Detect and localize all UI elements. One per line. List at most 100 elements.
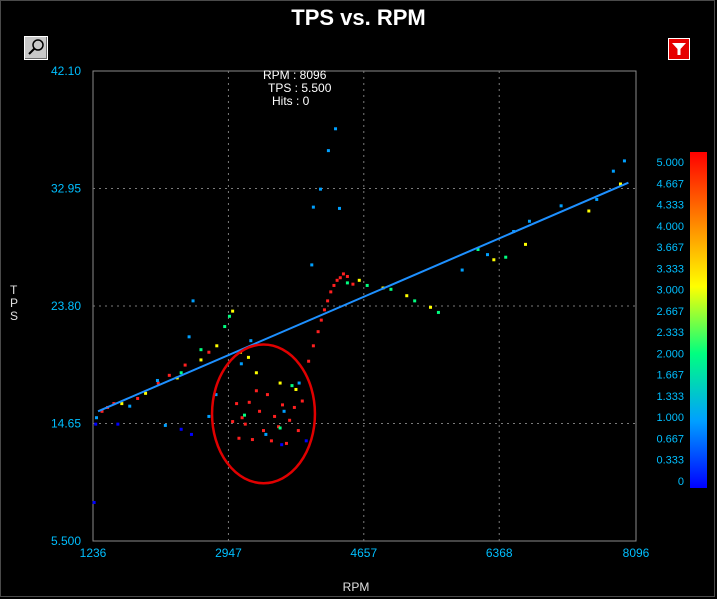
- data-point: [282, 409, 286, 413]
- color-scale-label: 0: [678, 476, 684, 488]
- data-point: [335, 278, 339, 282]
- data-point: [199, 348, 203, 352]
- chart-title: TPS vs. RPM: [291, 5, 426, 30]
- funnel-icon: [672, 43, 686, 55]
- data-point: [237, 436, 241, 440]
- data-point: [167, 373, 171, 377]
- data-point: [310, 263, 314, 267]
- data-point: [258, 409, 262, 413]
- color-scale-label: 3.667: [656, 242, 684, 254]
- data-point: [214, 393, 218, 397]
- color-scale-label: 3.333: [656, 263, 684, 275]
- data-point: [223, 325, 227, 329]
- data-point: [94, 422, 98, 426]
- data-point: [341, 272, 345, 276]
- y-tick-label: 23.80: [51, 299, 81, 313]
- data-point: [116, 422, 120, 426]
- data-point: [351, 282, 355, 286]
- data-point: [322, 308, 326, 312]
- data-point: [587, 209, 591, 213]
- data-point: [280, 403, 284, 407]
- color-scale-label: 4.000: [656, 221, 684, 233]
- data-point: [504, 255, 508, 259]
- data-point: [559, 204, 563, 208]
- data-point: [240, 416, 244, 420]
- color-scale-bar: [690, 152, 707, 488]
- data-point: [292, 405, 296, 409]
- data-point: [128, 404, 132, 408]
- x-axis-label: RPM: [343, 580, 370, 594]
- data-point: [595, 197, 599, 201]
- data-point: [319, 318, 323, 322]
- data-point: [187, 335, 191, 339]
- data-point: [492, 258, 496, 262]
- x-tick-label: 4657: [350, 546, 377, 560]
- data-point: [261, 429, 265, 433]
- data-point: [311, 344, 315, 348]
- data-point: [345, 281, 349, 285]
- data-point: [345, 274, 349, 278]
- data-point: [136, 396, 140, 400]
- data-point: [247, 400, 251, 404]
- data-point: [326, 149, 330, 153]
- highlight-ellipse: [210, 343, 317, 485]
- data-point: [120, 402, 124, 406]
- color-scale-label: 0.667: [656, 433, 684, 445]
- zoom-button[interactable]: [24, 36, 48, 60]
- color-scale-label: 4.667: [656, 178, 684, 190]
- data-point: [476, 247, 480, 251]
- data-point: [365, 283, 369, 287]
- data-point: [460, 268, 464, 272]
- data-point: [231, 420, 235, 424]
- data-point: [278, 381, 282, 385]
- data-point: [296, 429, 300, 433]
- data-point: [280, 443, 284, 447]
- data-point: [316, 330, 320, 334]
- color-scale-label: 1.667: [656, 370, 684, 382]
- data-point: [156, 381, 160, 385]
- data-point: [207, 414, 211, 418]
- data-point: [332, 283, 336, 287]
- x-tick-label: 2947: [215, 546, 242, 560]
- data-point: [288, 418, 292, 422]
- data-point: [179, 371, 183, 375]
- data-point: [618, 182, 622, 186]
- data-point: [284, 441, 288, 445]
- data-point: [239, 362, 243, 366]
- data-point: [215, 344, 219, 348]
- readout-rpm: RPM : 8096: [263, 68, 327, 82]
- y-tick-label: 42.10: [51, 64, 81, 78]
- data-point: [337, 206, 341, 210]
- data-point: [436, 310, 440, 314]
- filter-button[interactable]: [668, 38, 690, 60]
- data-point: [235, 402, 239, 406]
- data-point: [429, 305, 433, 309]
- color-scale-labels: 5.000 4.667 4.333 4.000 3.667 3.333 3.000 2.667…: [656, 157, 684, 488]
- data-point: [100, 409, 104, 413]
- data-point: [318, 187, 322, 191]
- data-point: [273, 414, 277, 418]
- color-scale-label: 1.333: [656, 391, 684, 403]
- magnifier-icon: [28, 39, 44, 55]
- data-point: [183, 363, 187, 367]
- data-point: [199, 358, 203, 362]
- data-point: [254, 371, 258, 375]
- data-point: [278, 426, 282, 430]
- data-point: [338, 276, 342, 280]
- color-scale-label: 1.000: [656, 412, 684, 424]
- data-point: [144, 391, 148, 395]
- data-point: [92, 500, 96, 504]
- data-point: [290, 384, 294, 388]
- color-scale-label: 4.333: [656, 200, 684, 212]
- data-point: [413, 299, 417, 303]
- readout-tps: TPS : 5.500: [268, 81, 332, 95]
- data-point: [389, 287, 393, 291]
- data-point: [191, 299, 195, 303]
- data-point: [311, 205, 315, 209]
- trend-line: [97, 181, 629, 413]
- data-point: [622, 159, 626, 163]
- data-point: [231, 309, 235, 313]
